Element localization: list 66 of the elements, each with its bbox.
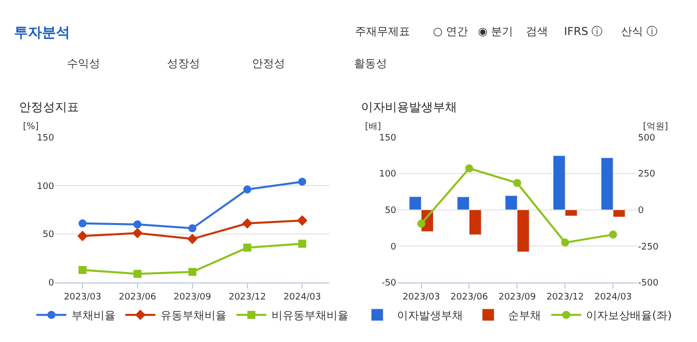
- x-tick-label: 2023/03: [402, 292, 440, 302]
- point: [297, 215, 308, 226]
- legend-label: 비유동부채비율: [271, 309, 348, 322]
- point: [513, 178, 522, 187]
- point: [78, 219, 87, 228]
- point: [243, 244, 252, 252]
- chart-title: 이자비용발생부채: [361, 100, 457, 114]
- point: [77, 230, 88, 242]
- y2-tick-label: 0: [638, 206, 644, 216]
- legend-label: 부채비율: [71, 309, 116, 322]
- point: [298, 178, 306, 186]
- text: 활동성: [354, 57, 387, 70]
- y2-tick-label: 500: [638, 133, 656, 144]
- text: ○ 연간: [433, 25, 468, 38]
- text: 투자분석: [14, 25, 70, 41]
- point: [133, 220, 142, 228]
- y-tick-label: 150: [379, 133, 397, 144]
- text: 안정성: [252, 57, 285, 70]
- x-tick-label: 2023/03: [64, 292, 102, 302]
- x-tick-label: 2023/12: [546, 292, 584, 302]
- x-tick-label: 2023/06: [450, 292, 488, 302]
- point: [417, 220, 426, 228]
- text: IFRS ⓘ: [564, 25, 603, 38]
- point: [187, 234, 198, 244]
- point: [465, 164, 474, 172]
- point: [188, 268, 196, 276]
- y2-axis-title: [억원]: [643, 122, 668, 132]
- text: 산식 ⓘ: [621, 25, 658, 38]
- y-axis-title: [배]: [365, 122, 382, 132]
- text: ◉ 분기: [478, 25, 514, 38]
- point: [609, 230, 618, 239]
- y-tick-label: 100: [36, 182, 54, 192]
- legend-label: 순부채: [508, 309, 542, 322]
- y2-tick-label: -500: [638, 278, 659, 289]
- legend-label: 이자보상배율(좌): [586, 309, 672, 322]
- x-tick-label: 2023/06: [118, 292, 156, 302]
- y-tick-label: 100: [379, 170, 397, 180]
- point: [133, 270, 142, 278]
- x-tick-label: 2024/03: [594, 292, 632, 302]
- text: 검색: [526, 25, 548, 38]
- point: [242, 218, 252, 229]
- point: [243, 185, 252, 194]
- text: 성장성: [167, 57, 200, 70]
- y-tick-label: 0: [48, 278, 54, 289]
- x-tick-label: 2024/03: [284, 292, 321, 302]
- text: 수익성: [67, 57, 100, 70]
- text: 주재무제표: [355, 25, 410, 38]
- y-tick-label: 50: [42, 230, 54, 240]
- point: [132, 228, 143, 238]
- x-tick-label: 2023/09: [174, 292, 212, 302]
- point: [78, 266, 87, 274]
- legend-label: 이자발생부채: [397, 309, 464, 322]
- y-tick-label: 150: [36, 133, 54, 144]
- y-tick-label: -50: [382, 278, 397, 289]
- y-axis-title: [%]: [23, 122, 39, 132]
- chart-title: 안정성지표: [19, 100, 79, 114]
- y-tick-label: 50: [384, 206, 397, 216]
- y2-tick-label: -250: [638, 242, 659, 252]
- y2-tick-label: 250: [638, 170, 656, 180]
- x-tick-label: 2023/12: [228, 292, 266, 302]
- legend-label: 유동부채비율: [160, 309, 226, 322]
- point: [561, 238, 570, 247]
- point: [298, 240, 306, 248]
- y-tick-label: 0: [390, 242, 397, 252]
- x-tick-label: 2023/09: [498, 292, 536, 302]
- point: [188, 224, 196, 232]
